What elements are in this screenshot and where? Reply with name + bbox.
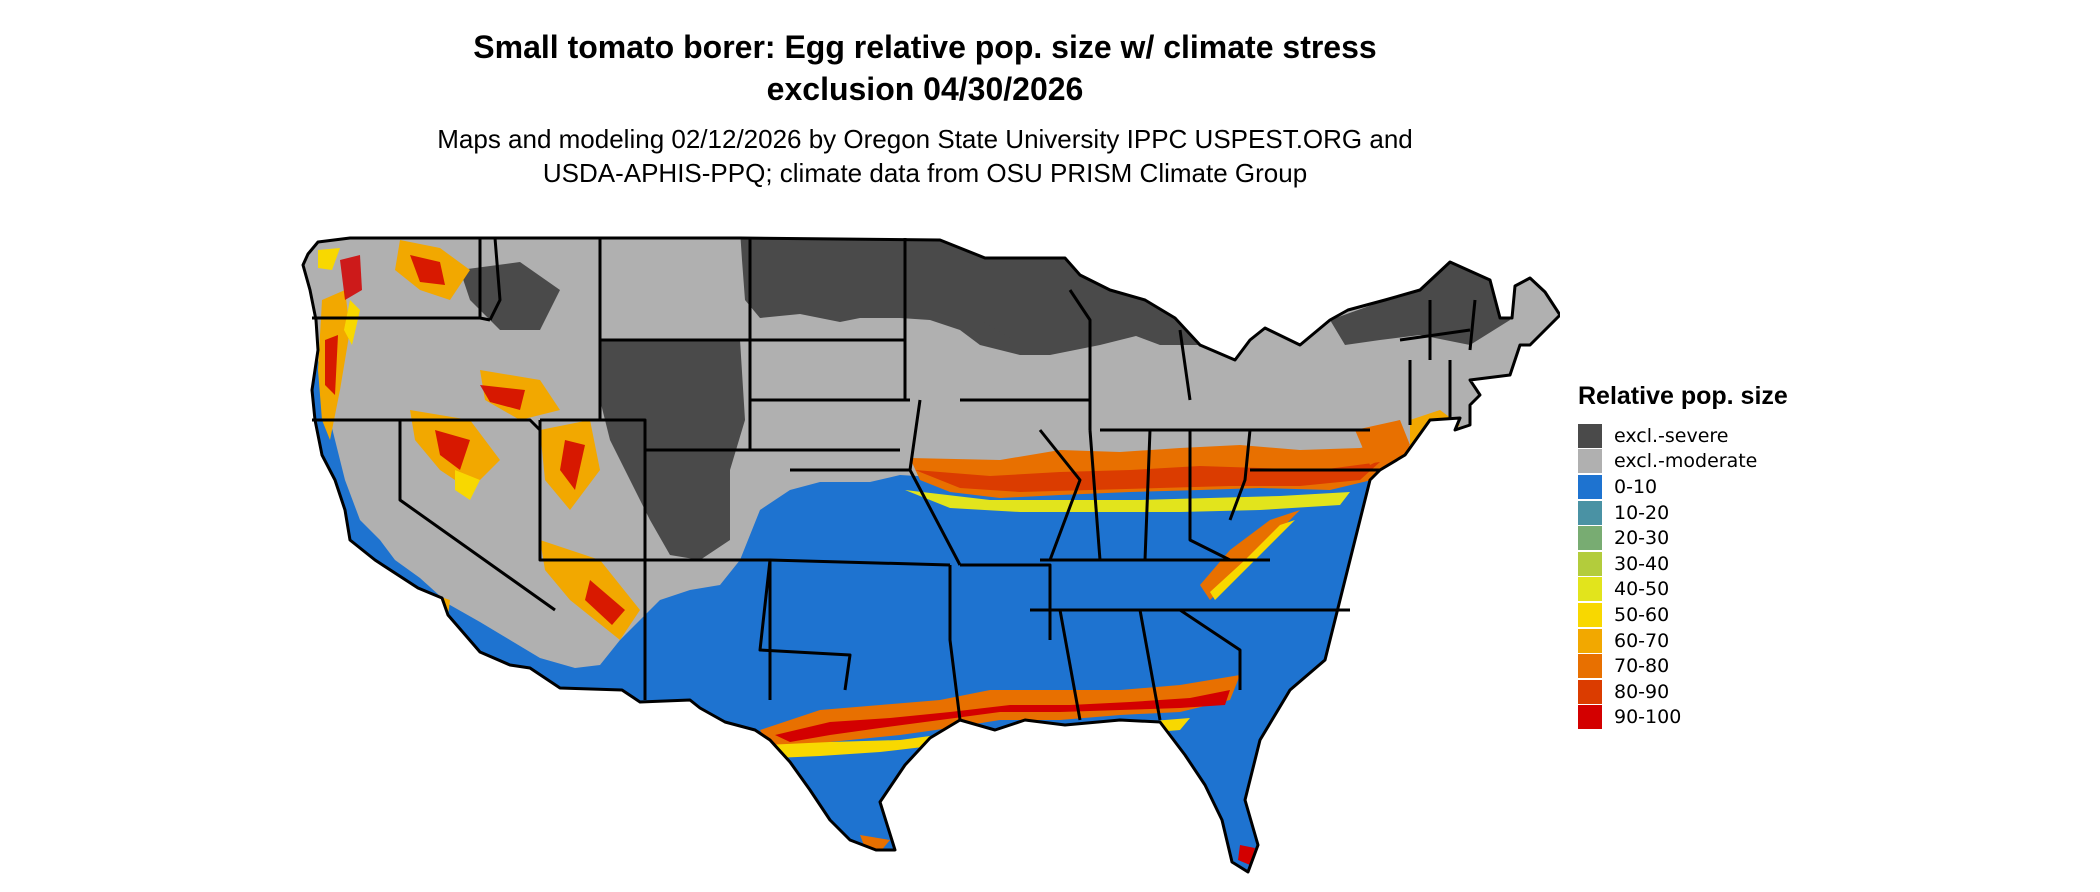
legend-swatch: [1578, 679, 1602, 704]
legend-item: 80-90: [1578, 679, 1788, 705]
legend-swatch: [1578, 628, 1602, 653]
title-line-1: Small tomato borer: Egg relative pop. si…: [473, 29, 1377, 65]
subtitle-line-2: USDA-APHIS-PPQ; climate data from OSU PR…: [542, 158, 1308, 188]
map-fill: [303, 238, 1560, 872]
legend-label: 70-80: [1614, 655, 1670, 678]
legend-swatch: [1578, 602, 1602, 627]
legend-label: 10-20: [1614, 501, 1670, 524]
legend-swatch: [1578, 449, 1602, 474]
legend-label: excl.-moderate: [1614, 450, 1758, 473]
subtitle-line-1: Maps and modeling 02/12/2026 by Oregon S…: [437, 124, 1413, 154]
legend-swatch: [1578, 526, 1602, 551]
legend: Relative pop. size excl.-severe excl.-mod…: [1578, 382, 1788, 730]
legend-item: 90-100: [1578, 705, 1788, 731]
legend-item: 20-30: [1578, 525, 1788, 551]
legend-label: 30-40: [1614, 552, 1670, 575]
legend-title: Relative pop. size: [1578, 382, 1788, 410]
legend-label: 40-50: [1614, 578, 1670, 601]
legend-label: 60-70: [1614, 629, 1670, 652]
legend-swatch: [1578, 500, 1602, 525]
us-map: [301, 236, 1560, 874]
legend-label: 20-30: [1614, 527, 1670, 550]
map-subtitle: Maps and modeling 02/12/2026 by Oregon S…: [0, 122, 1850, 190]
map-title: Small tomato borer: Egg relative pop. si…: [0, 26, 1850, 110]
legend-label: 50-60: [1614, 603, 1670, 626]
state-boundaries: [301, 236, 1560, 874]
legend-label: 0-10: [1614, 475, 1658, 498]
legend-label: 80-90: [1614, 680, 1670, 703]
legend-swatch: [1578, 577, 1602, 602]
legend-item: 40-50: [1578, 577, 1788, 603]
legend-item: 10-20: [1578, 500, 1788, 526]
legend-label: excl.-severe: [1614, 424, 1729, 447]
legend-swatch: [1578, 551, 1602, 576]
legend-item: excl.-severe: [1578, 423, 1788, 449]
legend-item: excl.-moderate: [1578, 449, 1788, 475]
legend-item: 60-70: [1578, 628, 1788, 654]
legend-label: 90-100: [1614, 706, 1682, 729]
legend-swatch: [1578, 705, 1602, 730]
legend-items: excl.-severe excl.-moderate 0-10 10-20 20-30…: [1578, 423, 1788, 730]
title-line-2: exclusion 04/30/2026: [766, 71, 1084, 107]
legend-item: 0-10: [1578, 474, 1788, 500]
legend-swatch: [1578, 654, 1602, 679]
legend-item: 70-80: [1578, 653, 1788, 679]
legend-swatch: [1578, 474, 1602, 499]
legend-item: 30-40: [1578, 551, 1788, 577]
legend-swatch: [1578, 423, 1602, 448]
legend-item: 50-60: [1578, 602, 1788, 628]
